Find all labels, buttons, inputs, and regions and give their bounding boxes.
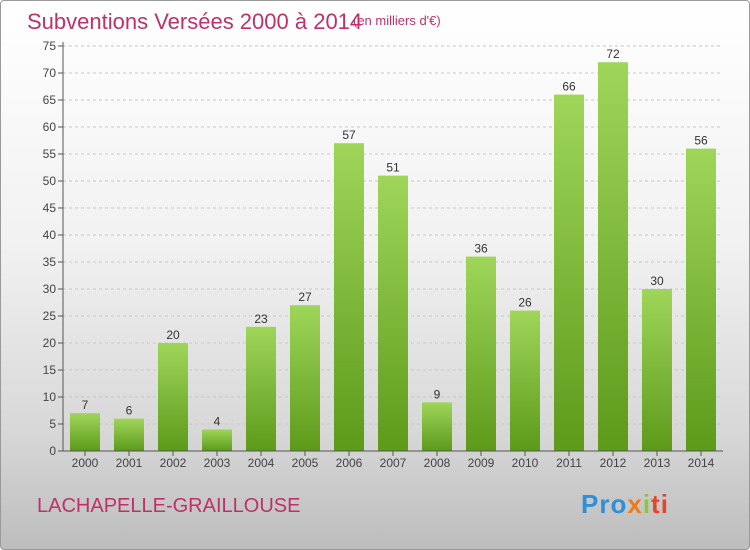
y-tick-label: 70 — [43, 66, 57, 80]
value-label: 51 — [386, 161, 400, 175]
value-label: 30 — [650, 274, 664, 288]
value-labels: 7 6 20 4 23 27 57 51 9 36 26 66 72 30 56 — [82, 47, 708, 428]
bar — [114, 418, 144, 451]
x-tick-label: 2014 — [688, 456, 715, 470]
value-label: 36 — [474, 242, 488, 256]
y-axis-ticks: 0 5 10 15 20 25 30 35 40 45 50 55 60 65 70 75 — [43, 39, 63, 458]
y-tick-label: 35 — [43, 255, 57, 269]
value-label: 7 — [82, 398, 89, 412]
y-tick-label: 50 — [43, 174, 57, 188]
x-tick-label: 2006 — [336, 456, 363, 470]
value-label: 4 — [214, 414, 221, 428]
y-tick-label: 5 — [49, 417, 56, 431]
y-tick-label: 75 — [43, 39, 57, 53]
bar — [378, 175, 408, 451]
logo-part-2: x — [627, 489, 643, 519]
bars — [70, 62, 716, 451]
chart-unit-label: (en milliers d'€) — [353, 13, 441, 28]
bar — [202, 429, 232, 451]
value-label: 9 — [434, 387, 441, 401]
logo-part-4: ti — [651, 489, 669, 519]
x-tick-label: 2011 — [556, 456, 582, 470]
logo-part-1: Pro — [581, 489, 628, 519]
bar — [158, 343, 188, 451]
logo-part-3: i — [642, 489, 652, 519]
proxiti-logo[interactable]: Proxiti — [581, 489, 669, 520]
x-tick-label: 2004 — [248, 456, 275, 470]
x-tick-label: 2013 — [644, 456, 671, 470]
x-tick-label: 2001 — [116, 456, 143, 470]
x-tick-label: 2007 — [380, 456, 407, 470]
y-tick-label: 20 — [43, 336, 57, 350]
y-tick-label: 0 — [49, 444, 56, 458]
x-tick-label: 2009 — [468, 456, 495, 470]
x-tick-label: 2005 — [292, 456, 319, 470]
bar — [554, 94, 584, 451]
value-label: 23 — [254, 312, 268, 326]
x-tick-label: 2012 — [600, 456, 627, 470]
value-label: 57 — [342, 128, 356, 142]
bar — [642, 289, 672, 451]
y-tick-label: 60 — [43, 120, 57, 134]
y-tick-label: 10 — [43, 390, 57, 404]
y-tick-label: 45 — [43, 201, 57, 215]
y-tick-label: 40 — [43, 228, 57, 242]
bar — [598, 62, 628, 451]
value-label: 56 — [694, 134, 708, 148]
bar — [334, 143, 364, 451]
x-tick-label: 2010 — [512, 456, 539, 470]
value-label: 20 — [166, 328, 180, 342]
y-tick-label: 55 — [43, 147, 57, 161]
bar — [246, 326, 276, 451]
bar — [290, 305, 320, 451]
value-label: 72 — [606, 47, 620, 61]
value-label: 66 — [562, 80, 576, 94]
bar — [510, 310, 540, 451]
chart-title: Subventions Versées 2000 à 2014 — [27, 9, 363, 34]
bar — [686, 148, 716, 451]
x-tick-label: 2008 — [424, 456, 451, 470]
value-label: 26 — [518, 296, 532, 310]
x-tick-label: 2002 — [160, 456, 187, 470]
value-label: 27 — [298, 290, 312, 304]
y-tick-label: 30 — [43, 282, 57, 296]
axes — [62, 42, 723, 452]
x-tick-label: 2000 — [72, 456, 99, 470]
y-tick-label: 25 — [43, 309, 57, 323]
y-tick-label: 15 — [43, 363, 57, 377]
y-tick-label: 65 — [43, 93, 57, 107]
bar — [466, 256, 496, 451]
place-name: LACHAPELLE-GRAILLOUSE — [37, 495, 301, 517]
bar — [70, 413, 100, 451]
x-tick-label: 2003 — [204, 456, 231, 470]
x-axis-ticks: 2000 2001 2002 2003 2004 2005 2006 2007 2008 2009… — [72, 451, 715, 470]
value-label: 6 — [126, 404, 133, 418]
bar — [422, 402, 452, 451]
